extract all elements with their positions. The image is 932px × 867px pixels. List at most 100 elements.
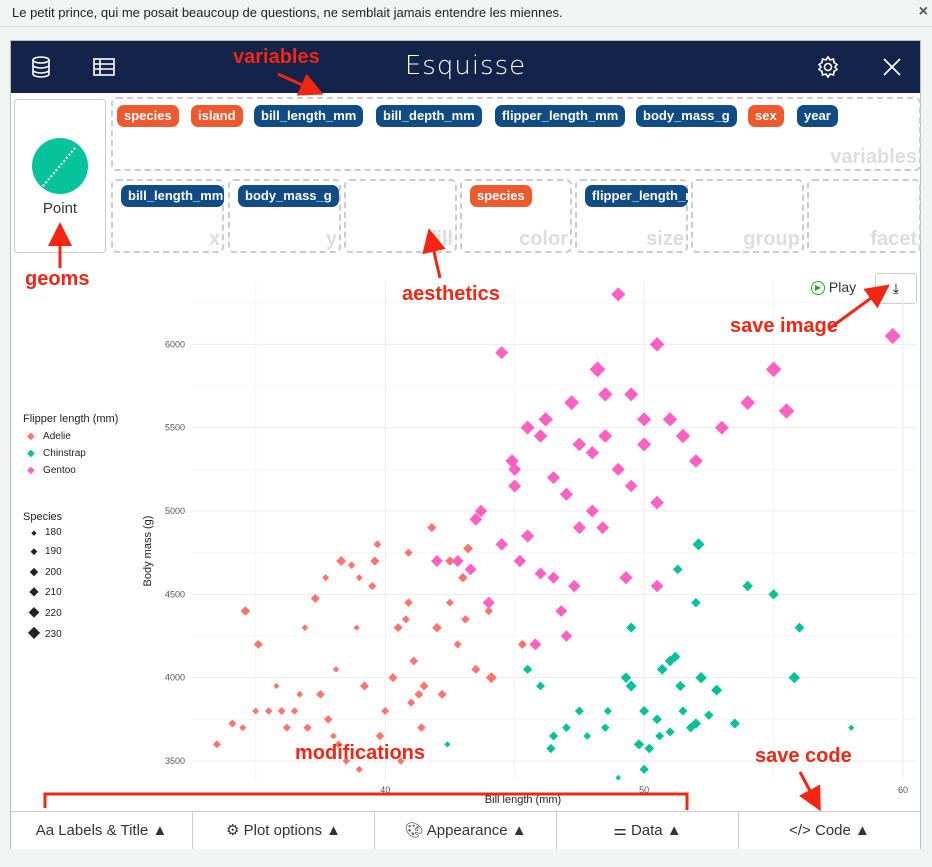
gear-icon: ⚙ bbox=[225, 822, 240, 839]
data-point-adelie bbox=[417, 723, 426, 732]
palette-icon: 🎨︎ bbox=[404, 822, 424, 839]
data-point-gentoo bbox=[538, 412, 553, 427]
data-point-adelie bbox=[414, 689, 424, 699]
dropzone-placeholder: x bbox=[208, 228, 220, 250]
variables-dropzone[interactable]: variables species island bill_length_mm … bbox=[111, 97, 921, 171]
data-point-adelie bbox=[388, 673, 398, 683]
variable-chip[interactable]: island bbox=[191, 105, 243, 127]
color-dropzone[interactable]: color species bbox=[460, 179, 572, 253]
group-dropzone[interactable]: group bbox=[691, 179, 804, 253]
size-chip[interactable]: flipper_length_mm bbox=[585, 185, 688, 207]
legend-entry: ◆ Chinstrap bbox=[27, 448, 86, 459]
data-point-gentoo bbox=[474, 504, 488, 518]
legend-entry: ◆ 210 bbox=[29, 584, 62, 598]
data-point-gentoo bbox=[572, 437, 587, 452]
variable-chip[interactable]: flipper_length_mm bbox=[495, 105, 626, 127]
variable-chip[interactable]: body_mass_g bbox=[636, 105, 737, 127]
data-point-gentoo bbox=[585, 445, 600, 460]
data-point-chinstrap bbox=[691, 597, 701, 608]
legend-entry: ◆ Adelie bbox=[27, 431, 71, 442]
data-point-gentoo bbox=[740, 395, 755, 410]
legend-entry: ◆ 230 bbox=[27, 624, 62, 641]
download-icon: ⤓ bbox=[892, 280, 900, 296]
data-point-chinstrap bbox=[655, 731, 665, 741]
plot-options-button[interactable]: ⚙ Plot options ▲ bbox=[193, 812, 375, 849]
x-chip[interactable]: bill_length_mm bbox=[121, 185, 224, 207]
variable-chip[interactable]: bill_length_mm bbox=[254, 105, 364, 127]
data-button[interactable]: ⚌ Data ▲ bbox=[557, 812, 739, 849]
data-point-chinstrap bbox=[444, 741, 451, 748]
variable-chip[interactable]: bill_depth_mm bbox=[376, 105, 482, 127]
variable-chip[interactable]: sex bbox=[748, 105, 784, 127]
data-point-adelie bbox=[409, 656, 419, 666]
dropzone-placeholder: color bbox=[519, 228, 568, 250]
close-icon[interactable] bbox=[880, 55, 904, 79]
color-chip[interactable]: species bbox=[470, 185, 532, 207]
data-point-gentoo bbox=[508, 479, 522, 493]
esquisse-modal: Esquisse Point variables species island … bbox=[10, 40, 921, 849]
header: Esquisse bbox=[11, 41, 920, 93]
labels-title-button[interactable]: Aa Labels & Title ▲ bbox=[11, 812, 193, 849]
size-dropzone[interactable]: size flipper_length_mm bbox=[575, 179, 688, 253]
data-point-adelie bbox=[404, 598, 413, 607]
code-button[interactable]: </> Code ▲ bbox=[789, 822, 870, 839]
data-point-adelie bbox=[303, 723, 312, 732]
database-icon[interactable] bbox=[29, 55, 53, 79]
data-point-chinstrap bbox=[672, 564, 683, 575]
data-point-chinstrap bbox=[678, 706, 688, 716]
data-point-chinstrap bbox=[536, 681, 545, 691]
data-point-gentoo bbox=[564, 395, 580, 411]
dropzone-placeholder: group bbox=[743, 228, 800, 250]
data-point-chinstrap bbox=[704, 710, 714, 720]
text-icon: Aa bbox=[35, 822, 55, 839]
data-point-adelie bbox=[264, 707, 273, 715]
geom-selector[interactable]: Point bbox=[14, 99, 106, 253]
y-chip[interactable]: body_mass_g bbox=[238, 185, 339, 207]
data-point-gentoo bbox=[521, 529, 535, 543]
y-dropzone[interactable]: y body_mass_g bbox=[228, 179, 341, 253]
data-point-gentoo bbox=[430, 555, 443, 567]
data-point-adelie bbox=[212, 740, 221, 749]
data-point-chinstrap bbox=[574, 706, 584, 716]
gear-icon[interactable] bbox=[816, 55, 840, 79]
data-point-gentoo bbox=[482, 596, 495, 609]
x-dropzone[interactable]: x bill_length_mm bbox=[111, 179, 224, 253]
data-point-gentoo bbox=[560, 630, 573, 642]
data-point-adelie bbox=[347, 561, 356, 569]
data-point-adelie bbox=[240, 606, 251, 616]
data-point-adelie bbox=[445, 556, 455, 566]
data-point-adelie bbox=[355, 574, 363, 582]
data-point-chinstrap bbox=[639, 706, 650, 716]
data-point-gentoo bbox=[649, 337, 665, 352]
data-point-gentoo bbox=[611, 462, 625, 476]
variable-chip[interactable]: species bbox=[117, 105, 179, 127]
legend-title: Species bbox=[23, 511, 63, 523]
close-icon[interactable]: × bbox=[918, 3, 928, 20]
data-point-chinstrap bbox=[768, 589, 779, 600]
facet-dropzone[interactable]: facet bbox=[807, 179, 921, 253]
data-point-chinstrap bbox=[788, 671, 801, 684]
data-point-gentoo bbox=[520, 420, 535, 435]
annotation-geoms: geoms bbox=[25, 268, 90, 290]
variable-chip[interactable]: year bbox=[797, 105, 838, 127]
data-point-chinstrap bbox=[794, 622, 805, 633]
data-point-chinstrap bbox=[562, 723, 571, 732]
data-point-adelie bbox=[437, 689, 447, 699]
data-point-adelie bbox=[301, 624, 309, 631]
size-legend: Species ◆ 180 ◆ 190 ◆ 200 ◆ 210 ◆ 220 ◆ 230 bbox=[23, 511, 62, 641]
table-icon[interactable] bbox=[92, 55, 116, 79]
data-point-adelie bbox=[355, 765, 363, 773]
data-point-gentoo bbox=[650, 495, 664, 510]
data-point-gentoo bbox=[547, 471, 560, 485]
data-point-adelie bbox=[393, 623, 403, 633]
data-point-chinstrap bbox=[692, 538, 705, 551]
annotation-save-code: save code bbox=[755, 745, 852, 767]
data-point-gentoo bbox=[598, 387, 613, 402]
data-point-gentoo bbox=[469, 512, 483, 526]
appearance-button[interactable]: 🎨︎ Appearance ▲ bbox=[375, 812, 557, 849]
point-geom-icon bbox=[32, 138, 88, 194]
app-title: Esquisse bbox=[404, 51, 527, 81]
legend-entry: ◆ 190 bbox=[30, 546, 62, 557]
data-point-gentoo bbox=[598, 429, 613, 443]
data-point-gentoo bbox=[611, 287, 626, 302]
